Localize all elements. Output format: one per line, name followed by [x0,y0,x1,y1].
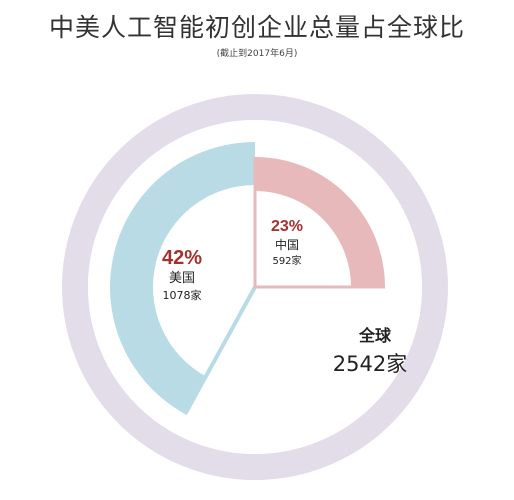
china-name-label: 中国 [275,237,299,252]
china-ring-segment [255,157,385,287]
usa-name-label: 美国 [169,271,195,286]
outer-ring-global [62,94,448,480]
chart-title: 中美人工智能初创企业总量占全球比 [48,13,465,42]
global-label: 全球 [358,326,392,345]
global-count-label: 2542家 [333,352,407,376]
usa-count-label: 1078家 [163,288,202,302]
china-count-label: 592家 [272,254,301,267]
china-percent-label: 23% [271,218,303,235]
usa-percent-label: 42% [162,247,202,269]
china-divider-line [253,157,385,289]
chart-subtitle: (截止到2017年6月) [216,49,298,59]
usa-ring-segment [110,142,256,415]
usa-divider-line [183,286,257,416]
